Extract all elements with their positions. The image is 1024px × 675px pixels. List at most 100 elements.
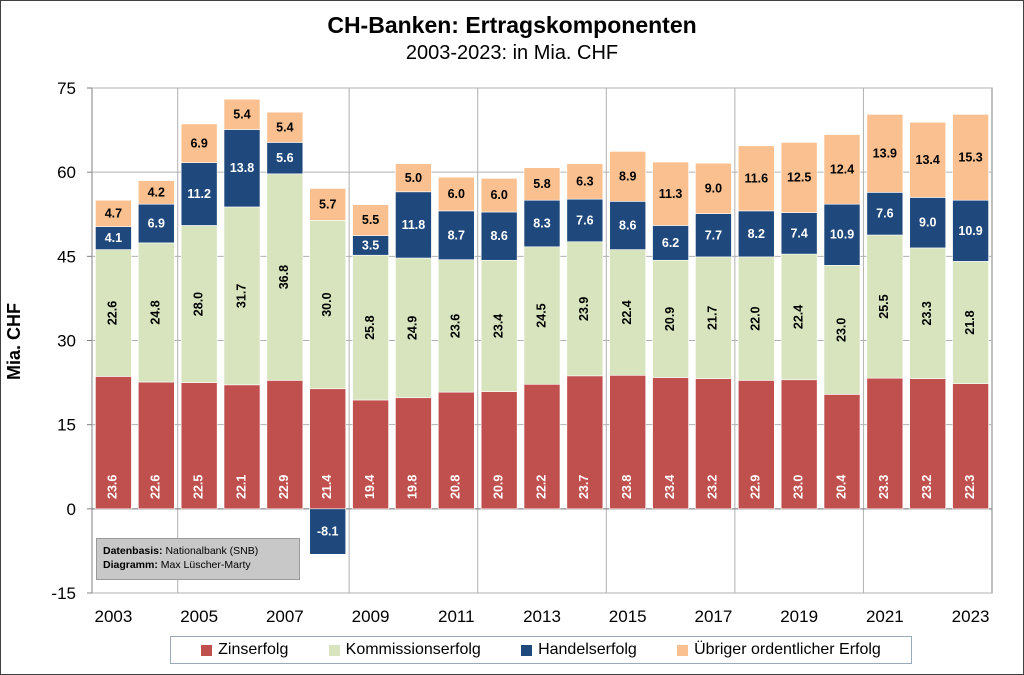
data-label: 4.1 [105,231,122,245]
y-tick-label: -15 [51,584,76,603]
data-label: 22.6 [149,475,163,499]
legend-label: Übriger ordentlicher Erfolg [694,641,881,658]
data-label: 7.6 [876,207,893,221]
bar-segment [523,167,561,201]
bar-segment [223,206,261,386]
bar-segment [909,121,947,198]
bar-segment [137,203,175,244]
data-label: 12.5 [787,170,811,184]
bar-segment [480,259,518,392]
bar-segment [866,192,904,236]
data-label: 15.3 [958,150,982,164]
bar-segment [780,253,818,381]
legend-item-handelserfolg: Handelserfolg [521,641,637,659]
data-label: 21.7 [706,306,720,330]
bar-segment [952,261,989,385]
legend-label: Handelserfolg [538,641,637,658]
data-label: 8.7 [448,228,465,242]
bar-segment [566,241,604,377]
data-label: 22.0 [749,306,763,330]
bar-segment [695,162,732,214]
bar-segment [437,176,475,212]
bar-segment [909,247,947,379]
x-tick-label: 2017 [695,607,733,626]
bar-segment [480,178,518,213]
bar-segment [652,161,689,226]
data-label: 8.6 [619,218,636,232]
data-label: 20.9 [663,307,677,331]
x-tick-label: 2011 [438,607,475,626]
data-label: 28.0 [191,292,205,316]
y-tick-label: 60 [57,163,76,182]
source-datenbasis-value: Nationalbank (SNB) [165,545,259,557]
bar-segment [352,204,389,236]
data-label: 5.8 [533,177,550,191]
legend-label: Zinserfolg [218,641,289,658]
data-label: 23.6 [106,475,120,499]
bar-segment [652,225,689,261]
bar-segment [780,142,818,213]
data-label: 11.6 [744,171,768,185]
data-label: 22.6 [106,301,120,325]
bar-segment [95,249,132,377]
bar-segment [652,259,689,378]
data-label: 23.4 [491,314,505,338]
data-label: 22.1 [234,475,248,499]
bar-segment [395,163,432,193]
x-tick-label: 2015 [609,607,647,626]
data-label: 21.8 [963,310,977,334]
x-tick-label: 2019 [780,607,818,626]
data-label: 23.4 [663,475,677,499]
bar-segment [395,257,432,399]
bar-segment [137,180,175,205]
data-label: 23.3 [920,301,934,325]
data-label: 19.4 [363,475,377,499]
data-label: 7.6 [576,213,593,227]
data-label: 10.9 [830,228,854,242]
data-label: 6.0 [448,187,465,201]
bar-segment [609,374,647,510]
data-label: 22.2 [534,475,548,499]
x-tick-label: 2021 [866,607,904,626]
bar-segment [695,213,732,258]
data-label: 5.6 [276,151,293,165]
bar-segment [437,391,475,510]
bar-segment [866,234,904,379]
legend-swatch [677,644,689,656]
data-label: 23.8 [620,475,634,499]
data-label: 7.4 [790,226,807,240]
data-label: 6.2 [662,236,679,250]
data-label: 30.0 [320,292,334,316]
bar-segment [823,265,861,395]
data-label: 23.9 [577,297,591,321]
data-label: 8.3 [533,217,550,231]
data-label: 7.7 [705,228,722,242]
data-label: 21.4 [320,475,334,499]
bar-segment [266,380,304,510]
data-label: 5.4 [233,107,250,121]
data-label: 23.2 [920,475,934,499]
bar-segment [180,382,218,510]
legend-item-zinserfolg: Zinserfolg [201,641,288,659]
data-label: 5.0 [405,171,422,185]
data-label: 22.5 [191,475,205,499]
data-label: 24.9 [406,316,420,340]
bar-segment [437,259,475,393]
data-label: 22.9 [749,475,763,499]
bar-segment [652,377,689,510]
data-label: 8.2 [748,227,765,241]
bar-segment [866,377,904,510]
y-tick-label: 0 [67,500,76,519]
data-label: 9.0 [919,216,936,230]
bar-segment [866,114,904,193]
source-note: Datenbasis: Nationalbank (SNB) Diagramm:… [96,538,300,580]
data-label: 4.2 [148,185,165,199]
bar-segment [566,375,604,510]
bar-segment [737,210,775,258]
bar-segment [223,384,261,510]
chart-legend: Zinserfolg Kommissionserfolg Handelserfo… [170,636,912,664]
bar-segment [309,508,347,555]
x-tick-label: 2007 [266,607,304,626]
data-label: 6.9 [148,217,165,231]
